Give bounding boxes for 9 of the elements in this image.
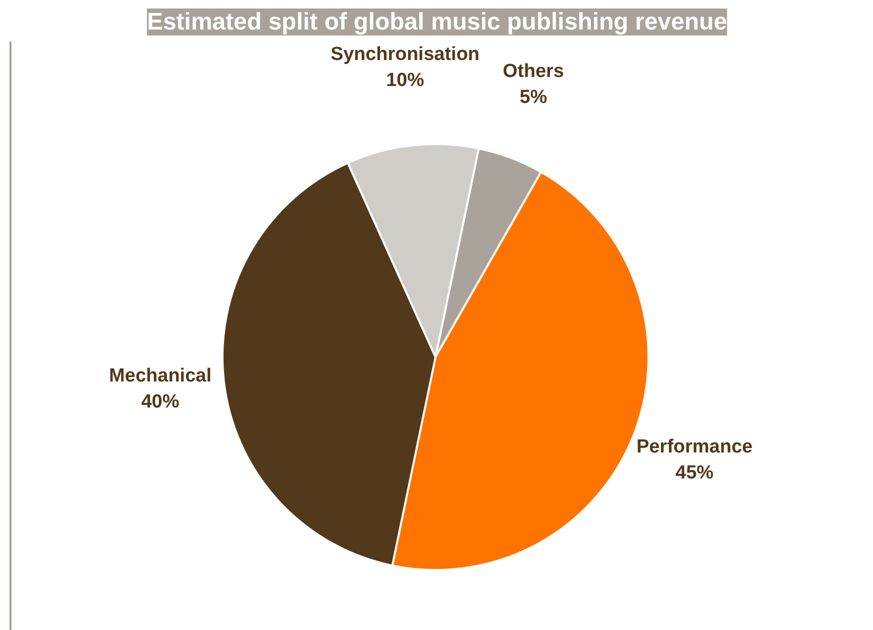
data-label: 5% bbox=[520, 87, 548, 108]
slice-label: Synchronisation bbox=[330, 44, 480, 65]
data-label: 10% bbox=[386, 70, 424, 92]
slice-label: Performance bbox=[636, 436, 753, 458]
data-label: 40% bbox=[141, 392, 180, 413]
slice-label: Others bbox=[502, 60, 564, 82]
chart-title: Estimated split of global music publishing revenue bbox=[146, 8, 728, 36]
slice-label: Mechanical bbox=[109, 365, 212, 386]
data-label: 45% bbox=[676, 462, 714, 484]
